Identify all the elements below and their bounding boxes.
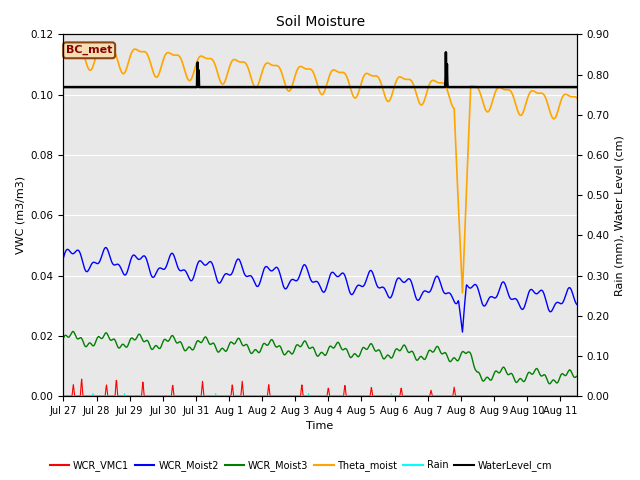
Theta_moist: [459, 290, 467, 296]
WCR_VMC1: [60, 393, 67, 399]
Theta_moist: [255, 81, 262, 87]
WCR_Moist3: [546, 381, 554, 387]
Theta_moist: [208, 56, 216, 62]
Theta_moist: [448, 103, 456, 108]
Rain: [162, 393, 170, 399]
Legend: WCR_VMC1, WCR_Moist2, WCR_Moist3, Theta_moist, Rain, WaterLevel_cm: WCR_VMC1, WCR_Moist2, WCR_Moist3, Theta_…: [46, 456, 556, 475]
WCR_Moist2: [60, 255, 67, 261]
Line: WCR_Moist2: WCR_Moist2: [63, 248, 577, 332]
Title: Soil Moisture: Soil Moisture: [275, 15, 365, 29]
WCR_Moist2: [459, 329, 467, 335]
X-axis label: Time: Time: [307, 421, 333, 432]
WCR_Moist2: [255, 283, 262, 289]
Rain: [505, 393, 513, 399]
Theta_moist: [60, 48, 67, 54]
Rain: [448, 393, 456, 399]
Line: WCR_VMC1: WCR_VMC1: [63, 379, 577, 396]
WCR_VMC1: [152, 393, 160, 399]
WCR_VMC1: [255, 393, 262, 399]
Line: Theta_moist: Theta_moist: [63, 42, 577, 293]
WCR_Moist2: [506, 294, 513, 300]
Line: Rain: Rain: [63, 394, 577, 396]
Rain: [89, 391, 97, 396]
WCR_Moist2: [102, 245, 109, 251]
WCR_Moist3: [255, 349, 262, 355]
WCR_VMC1: [208, 393, 216, 399]
WCR_Moist3: [162, 336, 170, 342]
WaterLevel_cm: [573, 84, 580, 90]
WCR_Moist3: [208, 341, 216, 347]
Y-axis label: VWC (m3/m3): VWC (m3/m3): [15, 176, 25, 254]
WaterLevel_cm: [161, 84, 169, 90]
WCR_VMC1: [78, 376, 86, 382]
WaterLevel_cm: [442, 49, 450, 55]
WaterLevel_cm: [505, 84, 513, 90]
WCR_VMC1: [505, 393, 513, 399]
WaterLevel_cm: [207, 84, 215, 90]
WCR_Moist3: [152, 343, 160, 348]
Rain: [60, 393, 67, 399]
WCR_Moist2: [448, 294, 456, 300]
WCR_Moist2: [162, 265, 170, 271]
WCR_Moist2: [573, 301, 580, 307]
WCR_Moist2: [208, 260, 216, 266]
Rain: [255, 393, 262, 399]
Rain: [573, 393, 580, 399]
WCR_Moist3: [60, 336, 67, 341]
WCR_VMC1: [448, 393, 456, 399]
WCR_Moist3: [505, 372, 513, 377]
WaterLevel_cm: [448, 84, 456, 90]
Y-axis label: Rain (mm), Water Level (cm): Rain (mm), Water Level (cm): [615, 135, 625, 296]
Theta_moist: [152, 74, 160, 80]
Rain: [152, 393, 160, 399]
Theta_moist: [573, 95, 580, 101]
WaterLevel_cm: [60, 84, 67, 90]
WCR_VMC1: [162, 393, 170, 399]
WCR_Moist3: [448, 357, 456, 362]
WCR_VMC1: [573, 393, 580, 399]
Text: BC_met: BC_met: [66, 45, 113, 56]
WCR_Moist2: [152, 271, 160, 276]
Theta_moist: [162, 51, 170, 57]
Theta_moist: [65, 39, 72, 45]
Line: WaterLevel_cm: WaterLevel_cm: [63, 52, 577, 87]
Rain: [208, 393, 216, 399]
WaterLevel_cm: [254, 84, 262, 90]
Theta_moist: [506, 87, 513, 93]
WCR_Moist3: [69, 329, 77, 335]
WaterLevel_cm: [152, 84, 159, 90]
Line: WCR_Moist3: WCR_Moist3: [63, 332, 577, 384]
WCR_Moist3: [573, 373, 580, 379]
